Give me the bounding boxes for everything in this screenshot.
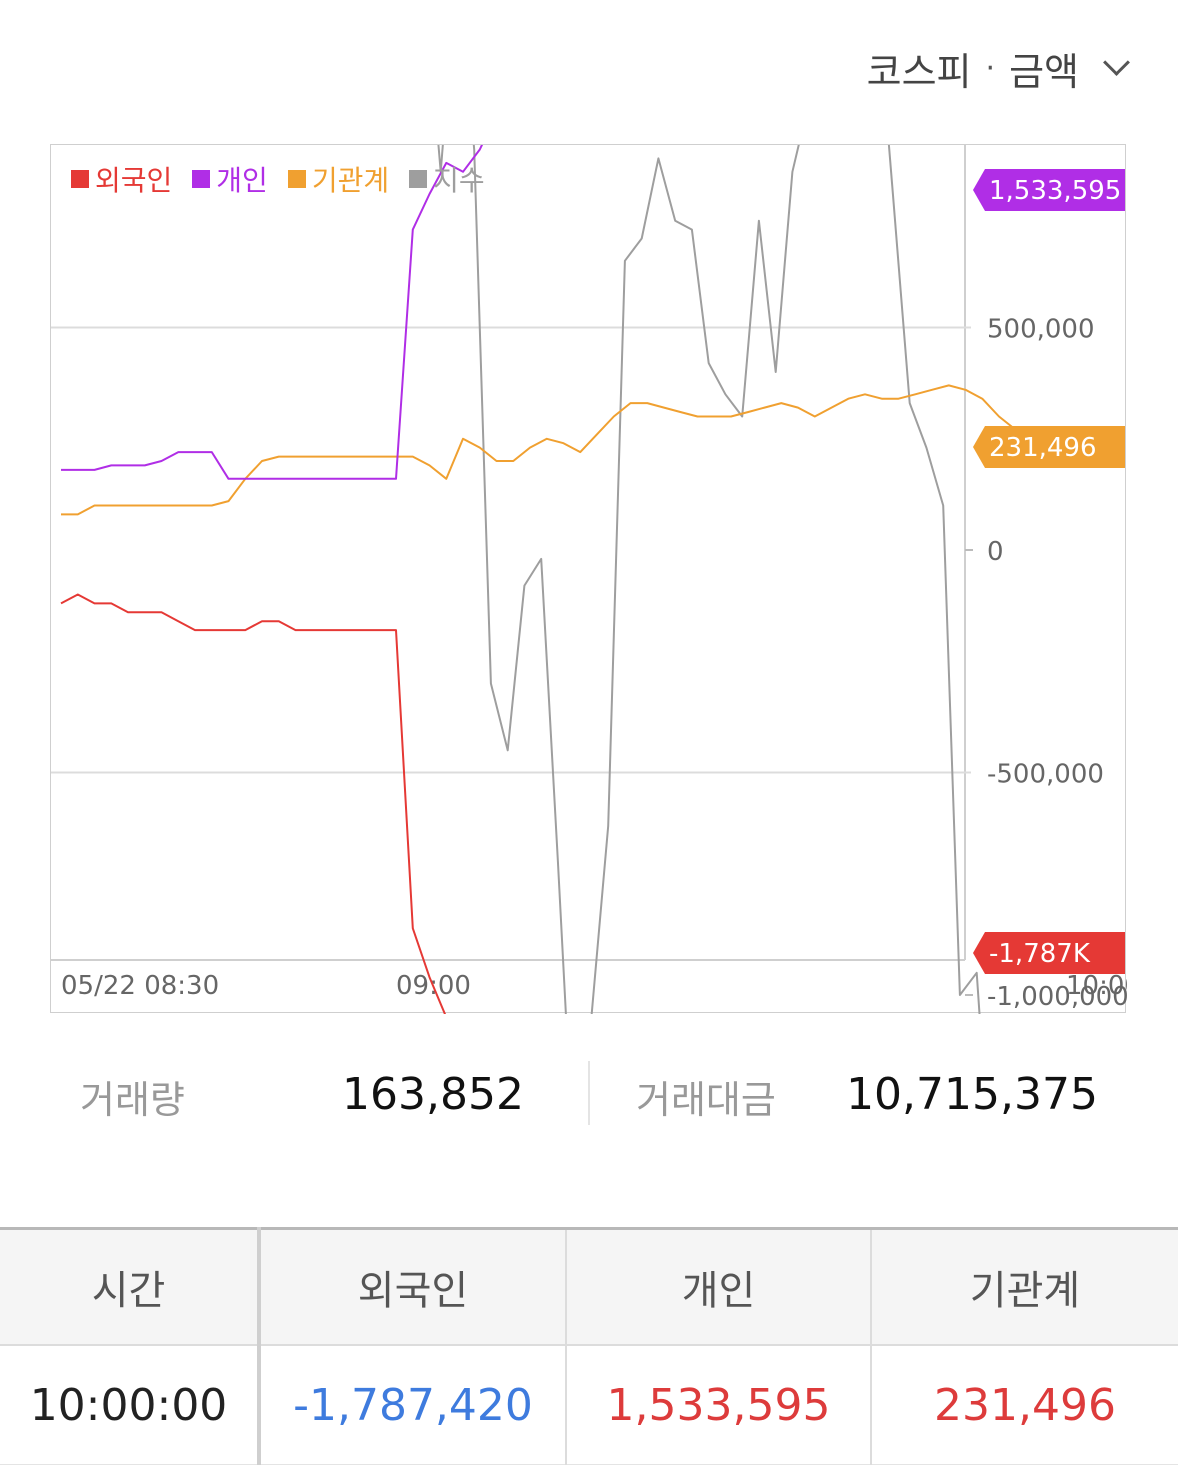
legend-swatch bbox=[192, 170, 211, 188]
current-value-tag bbox=[973, 169, 1125, 211]
current-value-tag bbox=[973, 932, 1125, 974]
header-institution: 기관계 bbox=[871, 1227, 1178, 1346]
legend-label: 지수 bbox=[433, 164, 485, 197]
legend-swatch bbox=[409, 170, 428, 188]
current-value-label: -1,787K bbox=[989, 939, 1091, 969]
header-foreign: 외국인 bbox=[259, 1227, 567, 1346]
legend-item-index[interactable]: 지수 bbox=[409, 159, 485, 199]
y-tick-label: -500,000 bbox=[987, 760, 1104, 790]
current-value-tag bbox=[973, 425, 1125, 468]
series-line-개인 bbox=[61, 145, 484, 480]
cell-individual: 1,533,595 bbox=[566, 1345, 872, 1465]
trade-stats: 거래량 163,852 거래대금 10,715,375 bbox=[0, 1055, 1178, 1135]
legend-swatch bbox=[287, 170, 306, 188]
series-line-기관계 bbox=[61, 384, 1050, 516]
chevron-down-icon bbox=[1103, 48, 1130, 76]
cell-foreign: -1,787,420 bbox=[259, 1345, 567, 1465]
selector-separator: · bbox=[985, 50, 996, 86]
legend-swatch bbox=[71, 170, 89, 188]
legend-item-individual[interactable]: 개인 bbox=[192, 159, 268, 199]
series-line-외국인 bbox=[60, 593, 447, 1014]
chart-canvas: 1,500,0001,000,000500,0000-500,000-1,000… bbox=[51, 145, 1127, 1014]
current-value-label: 1,533,595 bbox=[989, 176, 1121, 206]
header-time: 시간 bbox=[0, 1227, 261, 1346]
current-value-label: 231,496 bbox=[989, 433, 1097, 463]
investor-flow-table: 시간 외국인 개인 기관계 10:00:00 -1,787,420 1,533,… bbox=[0, 1227, 1178, 1465]
header-individual: 개인 bbox=[566, 1227, 872, 1346]
stats-divider bbox=[588, 1061, 590, 1125]
volume-value: 163,852 bbox=[342, 1069, 524, 1120]
legend-label: 외국인 bbox=[95, 164, 173, 197]
table-header-row: 시간 외국인 개인 기관계 bbox=[0, 1227, 1178, 1346]
legend-label: 기관계 bbox=[311, 164, 390, 197]
chart-legend: 외국인 개인 기관계 지수 bbox=[71, 159, 485, 199]
legend-item-institution[interactable]: 기관계 bbox=[287, 159, 390, 199]
market-label: 코스피 bbox=[866, 49, 972, 94]
table-row: 10:00:00 -1,787,420 1,533,595 231,496 bbox=[0, 1345, 1178, 1465]
legend-item-foreign[interactable]: 외국인 bbox=[71, 159, 172, 199]
market-metric-selector[interactable]: 코스피 · 금액 bbox=[866, 40, 1130, 96]
volume-label: 거래량 bbox=[80, 1078, 185, 1122]
metric-label: 금액 bbox=[1009, 49, 1079, 94]
investor-flow-chart: 1,500,0001,000,000500,0000-500,000-1,000… bbox=[50, 144, 1127, 1014]
amount-value: 10,715,375 bbox=[846, 1069, 1098, 1120]
x-tick-label: 10:00 bbox=[1066, 971, 1127, 1001]
y-tick-label: 0 bbox=[987, 537, 1004, 567]
legend-label: 개인 bbox=[216, 164, 268, 197]
y-tick-label: 500,000 bbox=[987, 315, 1095, 345]
series-line-지수 bbox=[437, 145, 981, 1014]
cell-time: 10:00:00 bbox=[0, 1345, 261, 1465]
amount-label: 거래대금 bbox=[636, 1078, 776, 1122]
cell-institution: 231,496 bbox=[871, 1345, 1178, 1465]
x-tick-label: 05/22 08:30 bbox=[61, 971, 219, 1001]
y-tick-label: -1,000,000 bbox=[987, 982, 1127, 1012]
